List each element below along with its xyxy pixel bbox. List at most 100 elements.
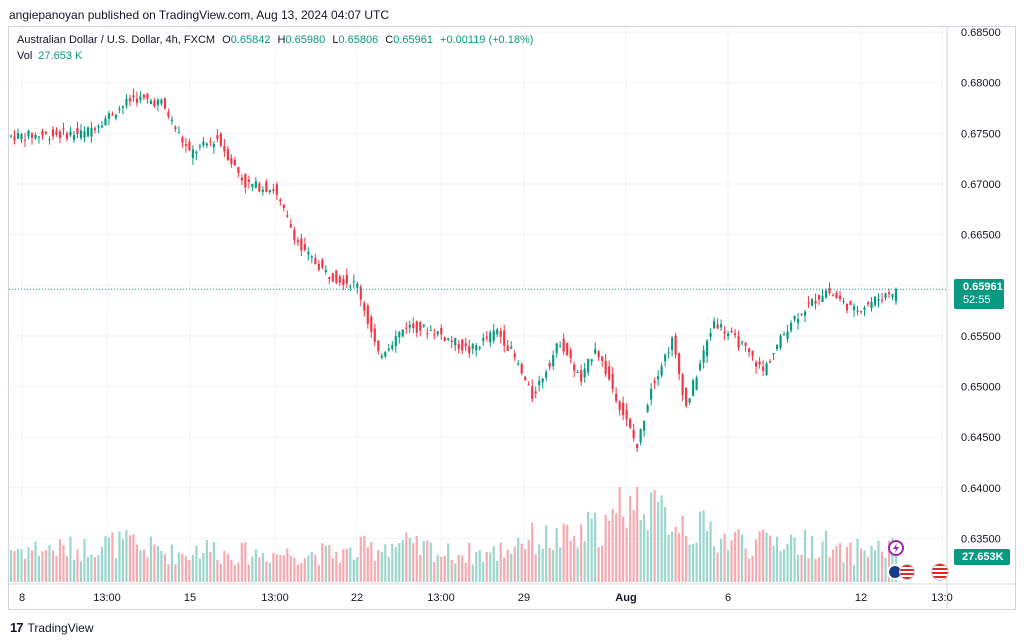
candle-body [111, 113, 114, 116]
volume-bar [156, 546, 160, 582]
candle-body [356, 283, 359, 288]
volume-bar [247, 564, 250, 582]
volume-bar [541, 548, 544, 582]
candle-body [643, 420, 646, 431]
volume-bar [111, 532, 114, 582]
volume-bar [443, 555, 446, 582]
volume-bar [317, 564, 320, 582]
y-tick-label: 0.67000 [961, 179, 1001, 191]
volume-bar [153, 544, 156, 582]
volume-bar [643, 514, 646, 582]
volume-bar [370, 542, 373, 582]
volume-bar [160, 550, 163, 582]
volume-bar [786, 543, 789, 582]
volume-bar [128, 535, 132, 582]
volume-bar [345, 548, 348, 582]
volume-bar [625, 527, 628, 582]
candle-body [118, 108, 121, 110]
volume-bar [482, 561, 485, 582]
volume-bar [527, 540, 530, 582]
volume-bar [576, 547, 579, 582]
candle-body [9, 135, 13, 137]
candle-body [824, 290, 828, 298]
lightning-icon[interactable] [888, 540, 904, 556]
volume-bar [716, 552, 719, 582]
candle-body [674, 335, 677, 355]
candle-body [258, 183, 261, 192]
volume-bar [307, 555, 310, 582]
volume-bar [387, 557, 390, 582]
candle-body [272, 189, 275, 191]
volume-bar [639, 520, 642, 582]
y-tick-label: 0.63500 [961, 533, 1001, 545]
volume-bar [632, 510, 635, 582]
volume-bar [69, 536, 72, 582]
candle-body [195, 151, 198, 154]
volume-bar [177, 552, 180, 582]
last-price-value: 0.65961 [963, 281, 1003, 293]
candle-body [440, 327, 443, 335]
candle-body [786, 331, 789, 339]
candle-body [569, 349, 572, 358]
volume-bar [552, 549, 555, 582]
volume-bar [702, 510, 705, 582]
candle-body [587, 358, 590, 373]
candle-body [223, 145, 226, 152]
volume-bar [16, 548, 20, 582]
y-tick-label: 0.66500 [961, 230, 1001, 242]
volume-bar [240, 542, 243, 582]
volume-bar [761, 529, 765, 582]
low-value: 0.65806 [338, 34, 379, 46]
volume-bar [555, 527, 558, 582]
candle-body [429, 329, 432, 331]
candle-body [880, 299, 884, 301]
volume-bar [636, 487, 639, 582]
candle-body [478, 346, 481, 349]
volume-bar [65, 556, 69, 582]
volume-bar [608, 520, 611, 582]
candle-body [307, 252, 310, 255]
candle-body [342, 278, 345, 285]
volume-bar [657, 502, 660, 582]
volume-bar [205, 540, 208, 582]
us-flag-icon[interactable] [931, 563, 949, 581]
candle-body [286, 215, 289, 217]
footer-brand[interactable]: TradingView [27, 620, 94, 635]
volume-bar [104, 536, 107, 582]
candle-body [716, 324, 719, 329]
candle-body [62, 128, 65, 130]
candle-body [506, 345, 509, 351]
us-flag-icon[interactable] [899, 564, 915, 580]
x-tick-label: 13:00 [261, 592, 289, 604]
volume-bar [730, 540, 733, 582]
candle-body [838, 295, 842, 300]
candle-body [671, 337, 674, 350]
volume-bar [800, 554, 803, 582]
candle-body [156, 99, 160, 105]
candle-body [216, 135, 219, 139]
volume-bar [566, 524, 569, 582]
candle-body [93, 128, 97, 131]
candle-body [713, 320, 716, 329]
x-tick-label: 22 [351, 592, 363, 604]
volume-bar [139, 550, 142, 582]
volume-bar [90, 554, 93, 582]
candle-body [275, 184, 278, 195]
volume-bar [688, 544, 691, 582]
volume-bar [373, 560, 376, 582]
volume-bar [720, 538, 723, 582]
candle-body [590, 359, 593, 362]
volume-bar [768, 535, 772, 582]
candle-body [167, 112, 170, 117]
volume-bar [817, 557, 821, 582]
candle-body [83, 131, 86, 138]
candle-body [387, 348, 390, 351]
candle-body [188, 141, 191, 151]
tradingview-logo-icon[interactable]: 17 [10, 620, 24, 635]
volume-bar [265, 561, 268, 582]
volume-bar [366, 547, 369, 582]
volume-bar [611, 509, 614, 582]
volume-bar [863, 550, 866, 582]
candle-body [538, 380, 541, 386]
